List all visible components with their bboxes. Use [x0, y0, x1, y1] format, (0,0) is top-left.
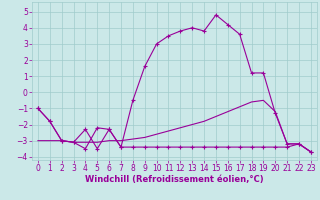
X-axis label: Windchill (Refroidissement éolien,°C): Windchill (Refroidissement éolien,°C) — [85, 175, 264, 184]
